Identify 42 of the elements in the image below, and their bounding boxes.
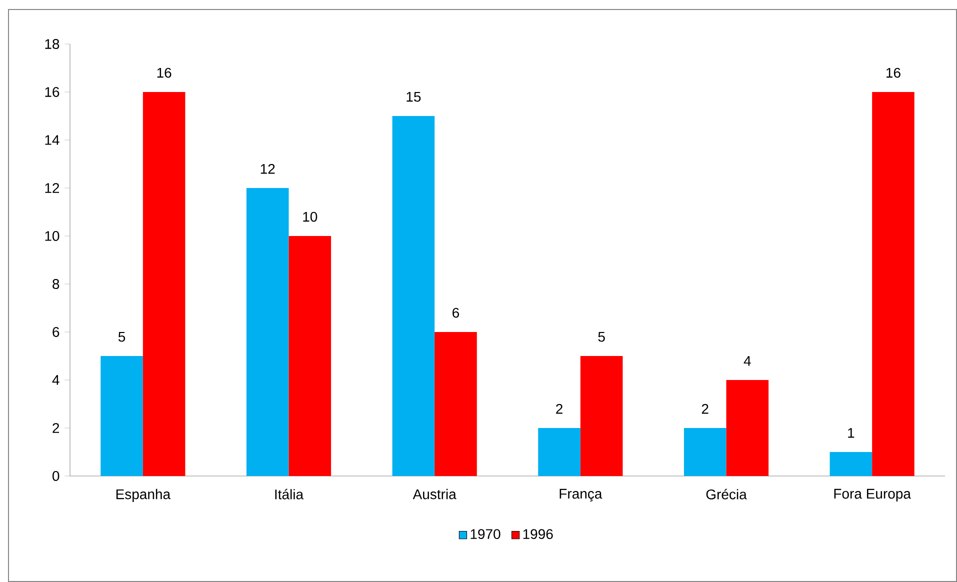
- y-tick-label: 6: [52, 327, 60, 337]
- bar: [392, 116, 435, 476]
- data-label: 1: [848, 428, 854, 438]
- x-tick-label: Espanha: [116, 488, 171, 502]
- y-tick-label: 4: [52, 375, 60, 385]
- data-label: 15: [406, 92, 421, 102]
- data-label: 16: [157, 68, 172, 78]
- y-tick-label: 8: [52, 279, 60, 289]
- bar: [434, 332, 477, 476]
- x-tick-label: Austria: [412, 488, 456, 500]
- bar: [100, 356, 143, 476]
- data-label: 5: [598, 332, 605, 342]
- x-tick-label: Itália: [275, 488, 304, 500]
- y-tick-label: 18: [45, 39, 60, 49]
- x-tick-label: França: [560, 488, 602, 502]
- bar: [538, 428, 580, 476]
- bar: [288, 236, 332, 476]
- data-label: 4: [744, 356, 751, 366]
- bar: [684, 428, 726, 476]
- data-label: 6: [452, 308, 460, 318]
- data-label: 2: [702, 404, 708, 414]
- y-tick-label: 10: [45, 231, 60, 241]
- legend-label: 1996: [523, 529, 553, 540]
- bar: [142, 92, 186, 476]
- x-tick-label: Fora Europa: [834, 488, 911, 502]
- y-tick-label: 16: [45, 87, 60, 97]
- y-tick-label: 12: [45, 183, 60, 193]
- data-label: 10: [303, 212, 318, 222]
- y-tick-label: 14: [45, 135, 60, 145]
- data-label: 16: [886, 68, 900, 78]
- data-label: 5: [118, 332, 126, 342]
- bar: [246, 188, 289, 476]
- x-tick-label: Grécia: [706, 488, 747, 500]
- legend-label: 1970: [470, 529, 500, 540]
- bar: [580, 356, 623, 476]
- bar: [830, 452, 872, 476]
- y-tick-label: 0: [52, 471, 60, 481]
- y-tick-label: 2: [52, 423, 60, 433]
- bar: [872, 92, 914, 476]
- bar: [726, 380, 769, 476]
- data-label: 2: [556, 404, 562, 414]
- data-label: 12: [260, 164, 275, 174]
